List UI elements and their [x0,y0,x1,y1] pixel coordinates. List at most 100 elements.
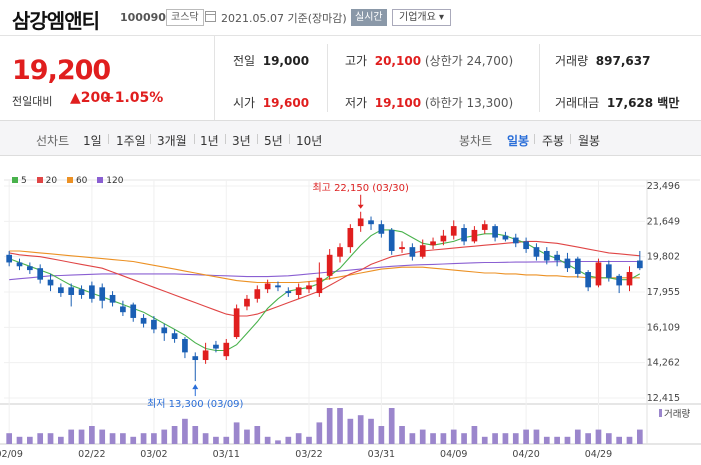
ma120-line [9,260,640,281]
x-tick-label: 03/02 [140,449,167,460]
period-1d[interactable]: 1일 [83,134,102,148]
volume-bar [399,426,405,444]
tab-weekly[interactable]: 주봉 [542,134,565,148]
period-10y[interactable]: 10년 [296,134,323,148]
stat-high-limit: (상한가 24,700) [424,54,514,68]
candle-body [409,247,416,257]
x-tick-label: 03/22 [295,449,322,460]
candle-chart-label[interactable]: 봉차트 [459,134,493,148]
line-chart-label[interactable]: 선차트 [36,134,70,148]
as-of-date: 2021.05.07 기준(장마감) [221,12,347,25]
volume-bar [109,433,116,444]
period-5y[interactable]: 5년 [264,134,283,148]
tab-monthly[interactable]: 월봉 [578,134,601,148]
candle-body [213,344,219,349]
candle-body [585,272,591,288]
legend-ma60-label: 60 [75,176,88,186]
volume-bar [636,429,643,444]
volume-bar [223,436,230,444]
price-summary: 19,200 전일대비 ▲200 +1.05% [0,36,214,120]
volume-bar [585,433,591,444]
company-info-dropdown[interactable]: 기업개요 ▾ [392,9,451,26]
price-stats: 전일 19,000 고가 20,100 (상한가 24,700) 거래량 897… [214,36,701,120]
volume-bar [492,433,498,444]
candle-body [233,308,240,338]
volume-bar [161,429,168,444]
legend-swatch [97,177,104,183]
x-tick-label: 03/11 [213,449,240,460]
change-label: 전일대비 [12,95,53,108]
volume-bar [388,408,395,444]
candle-body [254,289,261,299]
volume-bar [347,418,354,444]
candle-body [161,327,168,334]
volume-bar [533,429,540,444]
candle-body [574,258,581,274]
candle-body [523,241,529,250]
legend-ma60: 60 [66,176,88,186]
legend-ma120-label: 120 [106,176,124,186]
volume-bar [68,429,75,444]
candle-body [109,294,116,303]
period-3y[interactable]: 3년 [232,134,251,148]
candle-body [388,229,395,251]
y-tick-label: 23,496 [647,181,680,192]
toolbar-divider [150,134,151,144]
stat-low-label: 저가 [345,96,368,110]
change-percent: +1.05% [103,90,164,106]
toolbar-divider [257,134,258,144]
stats-divider [539,44,540,112]
volume-legend-label: 거래량 [664,408,690,420]
chart-toolbar: 선차트 1일 1주일 3개월 1년 3년 5년 10년 봉차트 일봉 주봉 월봉 [0,120,701,156]
candle-body [192,356,199,361]
candle-body [6,254,13,263]
candle-body [16,262,23,267]
tab-daily[interactable]: 일봉 [507,134,530,148]
candle-body [419,245,426,257]
period-1y[interactable]: 1년 [200,134,219,148]
candle-body [182,338,188,353]
change-amount: ▲200 [70,90,110,106]
candle-body [399,247,405,250]
stock-header: 삼강엠앤티 100090 코스닥 2021.05.07 기준(장마감) 실시간 … [0,0,701,36]
x-tick-label: 02/22 [78,449,105,460]
candle-body [78,289,85,295]
stat-amount-label: 거래대금 [555,96,600,110]
stat-amount: 거래대금 17,628 백만 [555,94,679,111]
volume-legend-swatch [659,409,662,417]
volume-bar [182,418,188,444]
period-3m[interactable]: 3개월 [157,134,187,148]
volume-bar [502,433,509,444]
candle-body [326,254,333,276]
toolbar-divider [289,134,290,144]
volume-bar [130,436,137,444]
ma-legend: 5 20 60 120 [12,176,130,186]
candle-body [151,319,157,330]
x-tick-label: 04/09 [440,449,467,460]
stat-high: 고가 20,100 (상한가 24,700) [345,52,513,69]
candle-body [471,229,478,242]
volume-bar [306,436,312,444]
volume-bar [419,429,426,444]
candle-body [285,291,292,294]
candle-body [461,228,467,242]
candle-body [120,306,126,313]
candle-body [595,262,602,286]
volume-bar [37,433,44,444]
period-1w[interactable]: 1주일 [116,134,146,148]
candle-body [37,268,44,280]
candle-body [450,226,457,236]
volume-bar [58,436,64,444]
toolbar-divider [570,134,571,144]
candle-body [636,260,643,269]
legend-swatch [66,177,73,183]
candle-body [605,264,612,278]
volume-bar [574,429,581,444]
stat-prev-label: 전일 [233,54,256,68]
volume-bar [481,436,488,444]
candle-body [337,247,343,257]
toolbar-divider [225,134,226,144]
candle-body [295,287,302,295]
realtime-button[interactable]: 실시간 [351,9,387,26]
